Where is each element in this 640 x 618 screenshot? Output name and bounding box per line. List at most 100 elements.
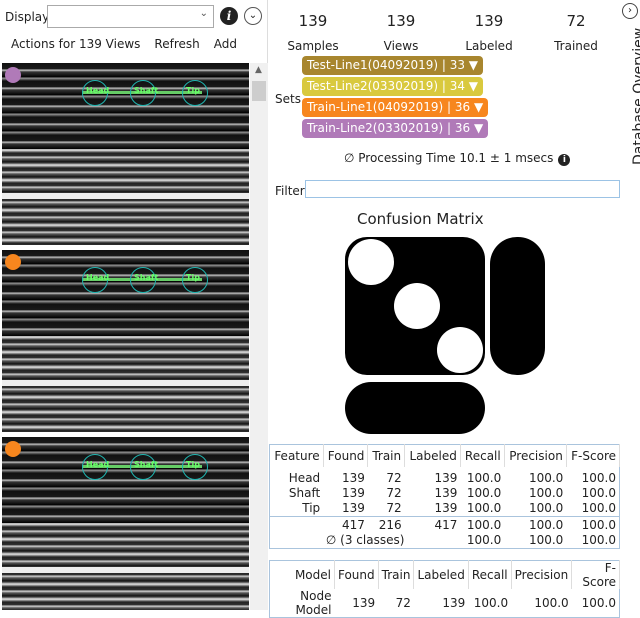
stripe — [2, 380, 249, 386]
matrix-cell-head[interactable] — [348, 239, 394, 285]
matrix-row-pill — [345, 382, 485, 434]
info-icon[interactable]: i — [558, 154, 571, 166]
stripe — [2, 567, 249, 573]
thumbnail[interactable]: Head Shaft Tip — [2, 250, 249, 432]
set-color-dot — [5, 254, 21, 270]
set-chip[interactable]: Train-Line2(03302019) | 36 ▼ — [302, 119, 489, 138]
feature-label: Shaft — [134, 273, 159, 282]
table-row: Shaft 139 72 139 100.0 100.0 100.0 — [270, 485, 620, 501]
model-table: Model Found Train Labeled Recall Precision F-S… — [269, 560, 620, 618]
average-row: ∅ (3 classes) 100.0 100.0 100.0 — [270, 533, 620, 549]
cell: 72 — [395, 596, 411, 610]
stat-label: Views — [383, 39, 419, 53]
cell: Head — [288, 470, 321, 485]
set-chip[interactable]: Test-Line2(03302019) | 34 ▼ — [302, 77, 484, 96]
column-header[interactable]: Labeled — [404, 444, 461, 467]
matrix-cell-shaft[interactable] — [394, 283, 440, 329]
scroll-thumb[interactable] — [252, 81, 266, 101]
expand-icon[interactable]: ⌄ — [244, 7, 262, 25]
scrollbar[interactable]: ▲ — [250, 63, 268, 610]
cell: 139 — [434, 485, 458, 500]
cell: 139 — [434, 470, 458, 485]
filter-label: Filter — [275, 184, 305, 198]
column-header[interactable]: Recall — [460, 444, 505, 467]
feature-marker[interactable]: Head — [82, 454, 110, 480]
column-header[interactable]: F-Score — [566, 444, 621, 467]
thumbnail[interactable]: Head Shaft Tip — [2, 437, 249, 610]
database-overview-tab[interactable]: › Database Overview — [620, 0, 640, 610]
feature-marker[interactable]: Shaft — [130, 267, 159, 293]
column-header[interactable]: Recall — [468, 560, 512, 589]
cell: 100.0 — [466, 533, 502, 548]
cell: 72 — [386, 485, 402, 500]
column-header[interactable]: Train — [378, 560, 415, 589]
cell: 100.0 — [581, 596, 616, 610]
table-row: Tip 139 72 139 100.0 100.0 100.0 — [270, 501, 620, 517]
cell: 100.0 — [566, 516, 620, 533]
cell: 139 — [342, 485, 365, 500]
column-header[interactable]: Labeled — [413, 560, 469, 589]
cell: 139 — [434, 501, 458, 516]
feature-marker[interactable]: Head — [82, 267, 110, 293]
table-row: Head 139 72 139 100.0 100.0 100.0 — [270, 467, 620, 485]
thumbnail-image — [2, 437, 249, 523]
set-color-dot — [5, 67, 21, 83]
cell: 100.0 — [473, 596, 509, 610]
cell: 139 — [442, 596, 466, 610]
cell: Tip — [302, 501, 321, 516]
stat-value: 139 — [474, 12, 504, 30]
feature-marker[interactable]: Shaft — [130, 454, 159, 480]
feature-label: Shaft — [134, 460, 159, 469]
matrix-column-pill — [490, 237, 545, 375]
display-dropdown[interactable]: ⌄ — [47, 5, 214, 28]
cell: 216 — [367, 516, 405, 533]
feature-label: Shaft — [134, 86, 159, 95]
column-header[interactable]: F-Score — [571, 560, 620, 589]
cell: 100.0 — [466, 501, 502, 516]
cell: Shaft — [288, 485, 321, 500]
feature-marker[interactable]: Tip — [182, 80, 208, 106]
feature-label: Head — [86, 460, 110, 469]
info-icon[interactable]: i — [220, 7, 238, 25]
chevron-right-icon[interactable]: › — [622, 3, 638, 19]
thumbnail[interactable]: Head Shaft Tip — [2, 63, 249, 245]
scroll-up-icon[interactable]: ▲ — [255, 65, 262, 75]
stat-label: Trained — [554, 39, 598, 53]
feature-marker[interactable]: Shaft — [130, 80, 159, 106]
column-header[interactable]: Precision — [511, 560, 573, 589]
confusion-matrix-title: Confusion Matrix — [357, 210, 484, 228]
feature-label: Head — [86, 273, 110, 282]
column-header[interactable]: Train — [367, 444, 406, 467]
cell: 100.0 — [581, 485, 616, 500]
stat-value: 72 — [566, 12, 586, 30]
column-header[interactable]: Precision — [504, 444, 567, 467]
cell: 100.0 — [528, 470, 564, 485]
column-header[interactable]: Feature — [269, 444, 324, 467]
add-button[interactable]: Add — [213, 37, 237, 51]
actions-menu[interactable]: Actions for 139 Views — [11, 37, 141, 51]
cell: 139 — [352, 596, 376, 610]
feature-label: Tip — [186, 86, 200, 95]
refresh-button[interactable]: Refresh — [154, 37, 200, 51]
cell: 100.0 — [528, 533, 564, 548]
set-chip[interactable]: Test-Line1(04092019) | 33 ▼ — [302, 56, 484, 75]
column-header[interactable]: Found — [323, 444, 369, 467]
side-tab-label: Database Overview — [631, 27, 640, 165]
matrix-cell-tip[interactable] — [437, 327, 483, 373]
processing-time: ∅ Processing Time 10.1 ± 1 msecs i — [344, 151, 571, 166]
feature-marker[interactable]: Head — [82, 80, 109, 106]
feature-marker[interactable]: Tip — [182, 454, 208, 480]
cell: 100.0 — [466, 485, 502, 500]
cell: 100.0 — [534, 596, 569, 610]
column-header[interactable]: Found — [334, 560, 379, 589]
stat-1: 139 Views — [366, 12, 436, 53]
stat-value: 139 — [386, 12, 416, 30]
column-header[interactable]: Model — [269, 560, 335, 589]
stripe — [2, 193, 249, 199]
filter-input[interactable] — [305, 180, 620, 198]
feature-marker[interactable]: Tip — [182, 267, 208, 293]
cell: 100.0 — [504, 516, 567, 533]
feature-label: Tip — [186, 273, 200, 282]
set-chip[interactable]: Train-Line1(04092019) | 36 ▼ — [302, 98, 489, 117]
stat-0: 139 Samples — [278, 12, 348, 53]
